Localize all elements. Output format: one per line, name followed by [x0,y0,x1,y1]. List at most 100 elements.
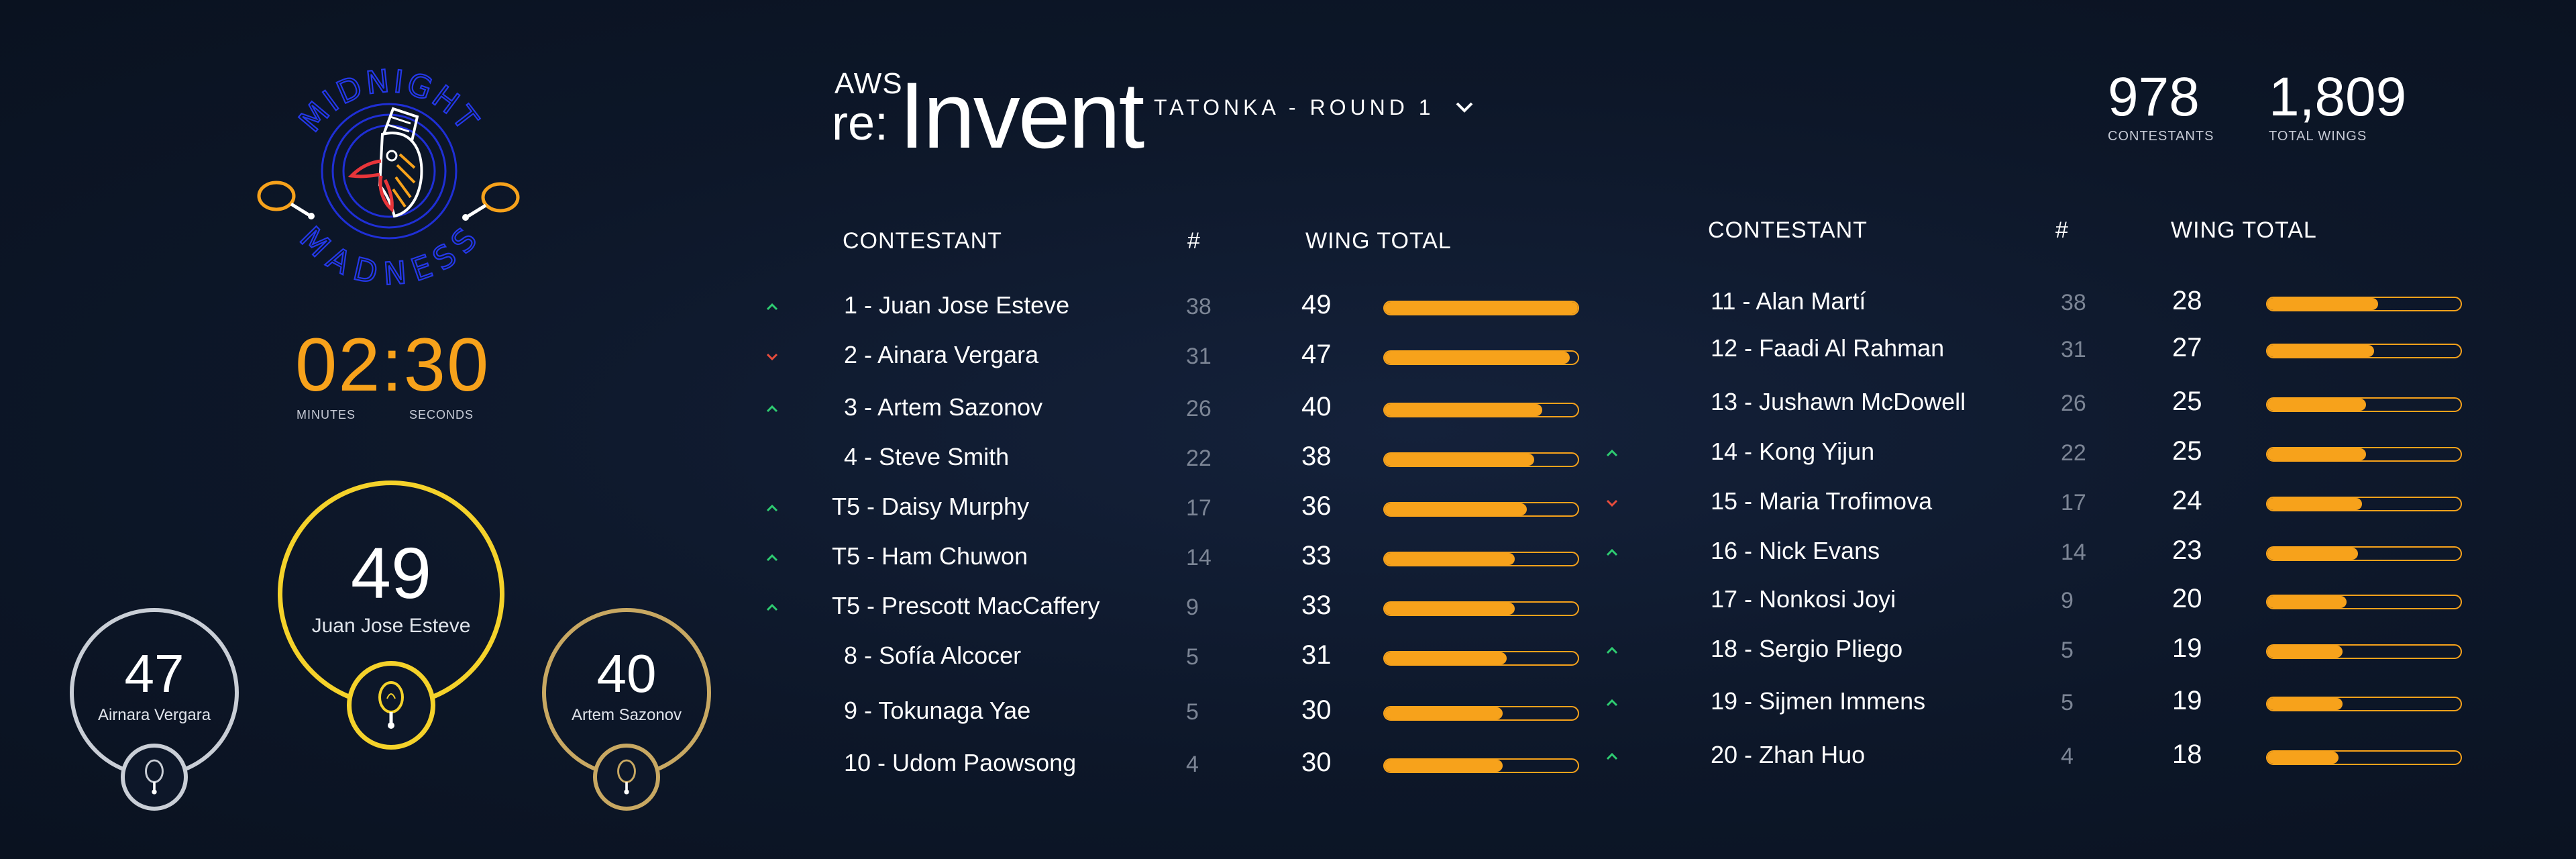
header-wing-total: WING TOTAL [1305,228,1452,254]
contestant-number: 5 [2061,690,2074,715]
contestant-number: 5 [1186,644,1199,670]
round-label: TATONKA - ROUND 1 [1154,95,1435,119]
table-row: 8 - Sofía Alcocer 5 31 [765,639,1590,679]
contestant-number: 26 [2061,391,2086,416]
wing-progress-bar [1383,403,1579,417]
wing-progress-fill [2267,698,2343,710]
contestant-name: T5 - Prescott MacCaffery [832,592,1100,619]
wing-progress-fill [2267,548,2359,560]
wing-total: 30 [1301,748,1332,777]
wing-total: 38 [1301,442,1332,471]
podium-second-medal [121,744,188,811]
contestant-number: 17 [1186,495,1212,521]
wing-total: 27 [2172,333,2202,362]
contestant-name: T5 - Daisy Murphy [832,493,1030,520]
wing-total: 23 [2172,536,2202,565]
svg-text:MIDNIGHT: MIDNIGHT [292,62,487,139]
table-row: 19 - Sijmen Immens 5 19 [1606,685,2475,725]
contestant-name: 10 - Udom Paowsong [844,749,1077,776]
trend-up-icon [1605,446,1619,460]
podium-first-name: Juan Jose Esteve [311,615,471,637]
trend-up-icon [765,550,780,565]
wing-progress-fill [1385,760,1503,772]
wing-total: 19 [2172,634,2202,663]
wing-total: 33 [1301,541,1332,570]
wing-progress-fill [1385,352,1570,364]
contestant-name: 9 - Tokunaga Yae [844,697,1031,724]
table-row: 12 - Faadi Al Rahman 31 27 [1650,332,2475,372]
contestant-number: 22 [1186,446,1212,471]
contestant-name: 19 - Sijmen Immens [1711,687,1926,715]
wing-progress-bar [2266,447,2462,462]
wing-progress-bar [1383,502,1579,517]
contestant-number: 5 [1186,699,1199,725]
trend-up-icon [765,600,780,615]
trend-down-icon [1605,495,1619,510]
header-number: # [2055,217,2069,243]
podium-first: 49 Juan Jose Esteve [278,481,504,750]
header-number: # [1187,228,1201,254]
podium-third-wings: 40 [596,644,657,703]
wing-total: 40 [1301,392,1332,421]
trend-up-icon [765,401,780,416]
wing-progress-bar [2266,697,2462,711]
contestant-number: 4 [2061,744,2074,769]
trend-up-icon [1605,695,1619,710]
contestant-name: 3 - Artem Sazonov [844,393,1043,421]
contestant-number: 31 [2061,337,2086,362]
contestant-number: 9 [1186,595,1199,620]
header-wing-total: WING TOTAL [2171,217,2317,243]
wing-progress-bar [2266,750,2462,765]
wing-progress-bar [2266,644,2462,659]
drumstick-icon [617,759,636,795]
chicken-logo-icon: MIDNIGHT MADNESS [257,62,520,293]
contestant-number: 26 [1186,396,1212,421]
wing-progress-fill [2267,498,2363,510]
table-row: T5 - Prescott MacCaffery 9 33 [765,589,1590,629]
contestant-name: 13 - Jushawn McDowell [1711,388,1966,415]
table-row: T5 - Ham Chuwon 14 33 [765,540,1590,580]
wing-progress-fill [2267,752,2339,764]
wing-progress-bar [1383,758,1579,773]
header-contestant: CONTESTANT [1708,217,1868,243]
podium-first-medal [347,661,435,750]
contestant-name: 4 - Steve Smith [844,443,1010,470]
wing-progress-bar [1383,301,1579,315]
stat-contestants-value: 978 [2108,66,2200,128]
round-selector[interactable]: TATONKA - ROUND 1 [1154,94,1476,121]
midnight-madness-logo: MIDNIGHT MADNESS [241,34,537,302]
table-row: 3 - Artem Sazonov 26 40 [765,391,1590,431]
wing-total: 49 [1301,290,1332,319]
contestant-number: 38 [2061,290,2086,315]
table-row: 9 - Tokunaga Yae 5 30 [765,694,1590,734]
contestant-name: 14 - Kong Yijun [1711,438,1875,465]
contestant-name: 18 - Sergio Pliego [1711,635,1903,662]
table-row: 15 - Maria Trofimova 17 24 [1606,485,2475,525]
wing-progress-fill [2267,298,2378,310]
wing-progress-fill [2267,646,2343,658]
contestant-number: 31 [1186,344,1212,369]
stat-wings-value: 1,809 [2269,66,2407,128]
contestant-number: 22 [2061,440,2086,466]
contestant-name: T5 - Ham Chuwon [832,542,1028,570]
podium-first-wings: 49 [350,532,432,613]
wing-total: 47 [1301,340,1332,369]
podium-third-medal [593,744,660,811]
chevron-down-icon[interactable] [1453,96,1476,119]
table-row: 2 - Ainara Vergara 31 47 [765,338,1590,378]
table-row: 18 - Sergio Pliego 5 19 [1606,632,2475,672]
wing-progress-bar [2266,344,2462,358]
wing-progress-fill [2267,448,2366,460]
table-row: 13 - Jushawn McDowell 26 25 [1650,385,2475,425]
contestant-name: 15 - Maria Trofimova [1711,487,1933,515]
wing-total: 25 [2172,436,2202,466]
table-row: 4 - Steve Smith 22 38 [765,440,1590,481]
wing-progress-fill [2267,596,2347,608]
timer-value: 02:30 [295,323,490,407]
wing-progress-fill [2267,399,2366,411]
wing-progress-bar [1383,350,1579,365]
table-row: 11 - Alan Martí 38 28 [1650,285,2475,325]
timer-minutes-label: MINUTES [297,408,356,421]
podium-second-name: Airnara Vergara [97,706,211,724]
stat-wings-label: TOTAL WINGS [2269,129,2367,144]
